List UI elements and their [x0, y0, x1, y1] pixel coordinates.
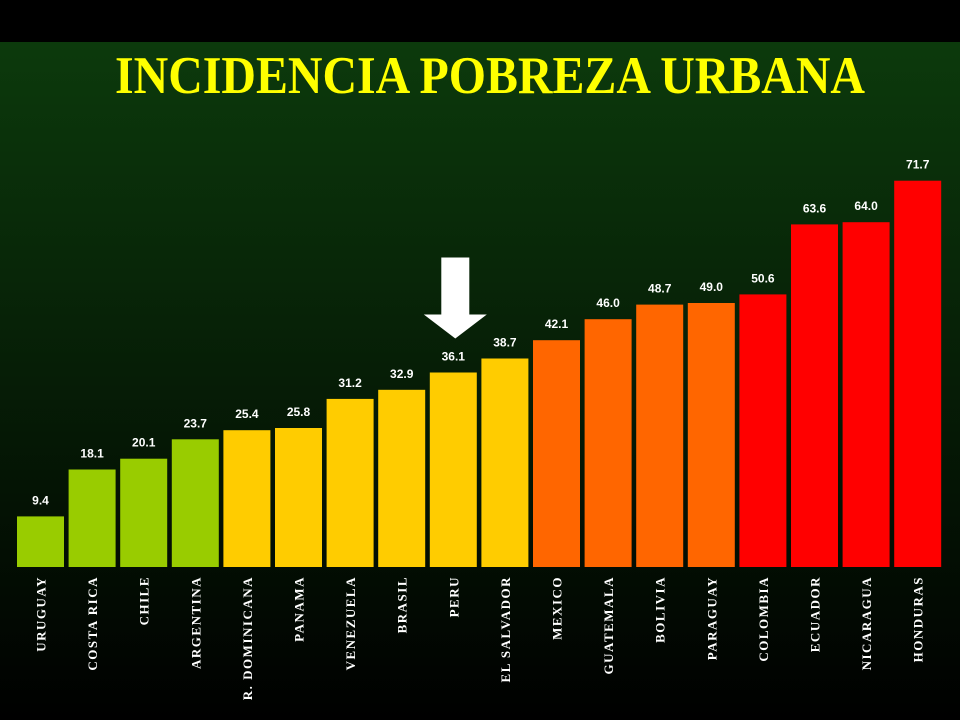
- category-label-brasil: BRASIL: [395, 576, 410, 633]
- value-label-panama: 25.8: [287, 405, 311, 419]
- category-label-mexico: MEXICO: [550, 576, 565, 640]
- value-label-colombia: 50.6: [751, 271, 775, 285]
- category-label-paraguay: PARAGUAY: [704, 576, 719, 660]
- value-label-venezuela: 31.2: [338, 376, 362, 390]
- value-label-paraguay: 49.0: [700, 280, 724, 294]
- bar-r-dominicana: [223, 430, 271, 567]
- bar-guatemala: [584, 319, 632, 567]
- value-label-costa-rica: 18.1: [80, 447, 104, 461]
- value-label-mexico: 42.1: [545, 317, 569, 331]
- category-label-peru: PERU: [446, 576, 461, 617]
- value-label-ecuador: 63.6: [803, 201, 827, 215]
- bar-nicaragua: [842, 222, 890, 567]
- category-label-argentina: ARGENTINA: [188, 576, 203, 669]
- value-label-argentina: 23.7: [184, 416, 208, 430]
- category-label-colombia: COLOMBIA: [756, 576, 771, 662]
- bar-el-salvador: [481, 358, 529, 567]
- category-label-chile: CHILE: [137, 576, 152, 625]
- category-labels-group: URUGUAY COSTA RICA CHILE ARGENTINA R. DOMINI…: [34, 576, 926, 700]
- category-label-r-dominicana: R. DOMINICANA: [240, 576, 255, 700]
- value-label-r-dominicana: 25.4: [235, 407, 259, 421]
- value-label-bolivia: 48.7: [648, 282, 672, 296]
- value-label-el-salvador: 38.7: [493, 336, 517, 350]
- value-label-chile: 20.1: [132, 436, 156, 450]
- bar-chile: [120, 458, 168, 567]
- category-label-costa-rica: COSTA RICA: [85, 576, 100, 671]
- bar-mexico: [533, 340, 580, 567]
- bar-brasil: [378, 389, 426, 567]
- bar-costa-rica: [68, 469, 116, 567]
- bar-colombia: [739, 294, 787, 567]
- bar-argentina: [171, 439, 219, 567]
- category-label-el-salvador: EL SALVADOR: [498, 576, 513, 682]
- category-label-nicaragua: NICARAGUA: [859, 576, 874, 670]
- value-label-honduras: 71.7: [906, 158, 930, 172]
- category-label-honduras: HONDURAS: [911, 576, 926, 662]
- bars-group: [17, 180, 942, 567]
- value-label-guatemala: 46.0: [596, 296, 620, 310]
- bar-uruguay: [17, 516, 64, 567]
- value-label-uruguay: 9.4: [32, 493, 49, 507]
- down-arrow-icon: [423, 257, 487, 339]
- value-label-brasil: 32.9: [390, 367, 414, 381]
- value-labels-group: 9.4 18.1 20.1 23.7 25.4 25.8 31.2 32.9 36.1 38.7 4…: [32, 158, 930, 508]
- bar-paraguay: [687, 303, 735, 567]
- bar-honduras: [894, 180, 942, 567]
- category-label-panama: PANAMA: [292, 576, 307, 642]
- bar-panama: [275, 428, 322, 567]
- bar-bolivia: [636, 304, 684, 567]
- value-label-nicaragua: 64.0: [854, 199, 878, 213]
- category-label-bolivia: BOLIVIA: [653, 576, 668, 643]
- bar-ecuador: [791, 224, 838, 567]
- category-label-ecuador: ECUADOR: [808, 576, 823, 652]
- category-label-uruguay: URUGUAY: [34, 576, 49, 652]
- category-label-guatemala: GUATEMALA: [601, 576, 616, 674]
- chart-title: INCIDENCIA POBREZA URBANA: [115, 47, 865, 105]
- value-label-peru: 36.1: [442, 350, 466, 364]
- bar-peru: [429, 372, 477, 567]
- category-label-venezuela: VENEZUELA: [343, 576, 358, 670]
- bar-venezuela: [326, 398, 374, 567]
